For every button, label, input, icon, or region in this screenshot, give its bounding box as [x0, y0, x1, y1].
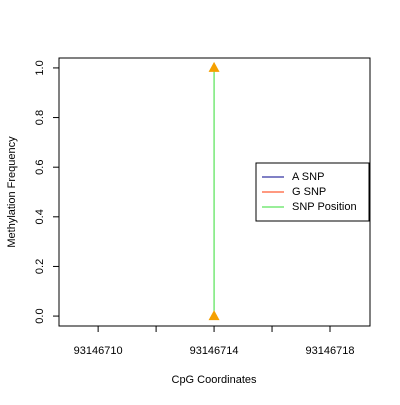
legend-label: SNP Position [292, 201, 357, 213]
y-tick-label: 0.4 [34, 209, 46, 224]
y-tick-label: 0.8 [34, 110, 46, 125]
x-axis-label: CpG Coordinates [172, 374, 257, 386]
y-tick-label: 0.2 [34, 259, 46, 274]
point-marker [208, 310, 220, 321]
y-axis-label: Methylation Frequency [6, 136, 18, 248]
x-tick-label: 93146718 [306, 345, 355, 357]
x-tick-label: 93146710 [74, 345, 123, 357]
point-marker [208, 61, 220, 72]
y-tick-label: 1.0 [34, 60, 46, 75]
x-tick-label: 93146714 [190, 345, 239, 357]
y-tick-label: 0.6 [34, 160, 46, 175]
legend-label: G SNP [292, 186, 326, 198]
y-tick-label: 0.0 [34, 308, 46, 323]
legend-label: A SNP [292, 171, 324, 183]
